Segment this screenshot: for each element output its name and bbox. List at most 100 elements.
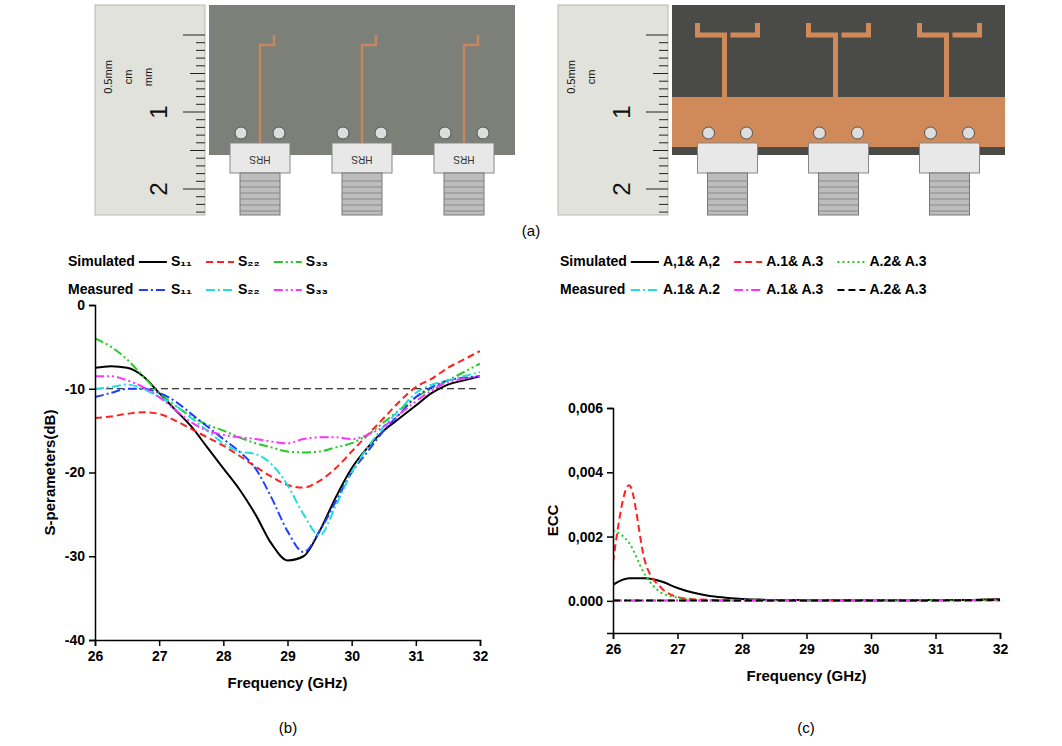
ruler-tick bbox=[659, 142, 668, 143]
ruler-tick bbox=[659, 104, 668, 105]
antenna-trace bbox=[698, 23, 758, 100]
tick: 30 bbox=[344, 640, 360, 664]
axis-line bbox=[89, 306, 96, 641]
ruler-tick bbox=[196, 96, 205, 97]
ruler-number: 1 bbox=[608, 105, 635, 118]
thread bbox=[930, 205, 970, 206]
photo: 120.5mmcm bbox=[558, 5, 1005, 215]
screw bbox=[925, 127, 937, 139]
ruler-number: 1 bbox=[145, 105, 172, 118]
ruler-tick bbox=[653, 150, 668, 151]
ruler-tick bbox=[653, 73, 668, 74]
series-line bbox=[95, 372, 480, 535]
ruler-tick bbox=[196, 127, 205, 128]
tick-label: -30 bbox=[65, 548, 85, 564]
thread bbox=[240, 199, 280, 200]
legend-label: A.2& A.3 bbox=[869, 253, 926, 269]
tick-label: 32 bbox=[473, 648, 489, 664]
tick-label: 27 bbox=[152, 648, 168, 664]
tick: 32 bbox=[993, 633, 1009, 657]
board bbox=[209, 5, 515, 155]
connector-flange bbox=[698, 143, 758, 173]
antenna-trace bbox=[464, 35, 478, 145]
connector-flange bbox=[332, 143, 392, 173]
ruler-tick bbox=[196, 135, 205, 136]
tick-label: 28 bbox=[216, 648, 232, 664]
tick-mark bbox=[89, 472, 95, 474]
tick: 0,004 bbox=[568, 464, 613, 480]
legend-title: Measured bbox=[560, 281, 625, 297]
ruler-tick bbox=[659, 119, 668, 120]
tick-label: 31 bbox=[409, 648, 425, 664]
tick: 28 bbox=[735, 633, 751, 657]
screw bbox=[814, 127, 826, 139]
tick-label: 0.000 bbox=[568, 593, 603, 609]
ruler bbox=[558, 5, 668, 215]
ruler-tick bbox=[190, 150, 205, 151]
y-axis-title: S-perameters(dB) bbox=[41, 410, 58, 536]
tick-mark bbox=[480, 640, 482, 646]
legend-label: A.2& A.3 bbox=[869, 281, 926, 297]
axis: 26272829303132 bbox=[606, 633, 1009, 657]
thread bbox=[930, 199, 970, 200]
axis-line bbox=[607, 409, 614, 634]
ruler-tick bbox=[183, 35, 205, 36]
legend-swatch bbox=[631, 261, 659, 263]
screw bbox=[273, 127, 285, 139]
ruler-tick bbox=[659, 196, 668, 197]
ruler-unit: cm bbox=[122, 70, 134, 85]
tick: -20 bbox=[65, 464, 95, 480]
chart: 26272829303132-40-30-20-100Frequency (GH… bbox=[41, 253, 489, 691]
tick-mark bbox=[607, 408, 613, 410]
ruler-tick bbox=[659, 127, 668, 128]
connector-barrel bbox=[444, 173, 484, 215]
thread bbox=[819, 193, 859, 194]
thread bbox=[240, 193, 280, 194]
legend-label: A.1& A.3 bbox=[766, 253, 823, 269]
panel-label: (a) bbox=[522, 222, 540, 239]
tick-label: 26 bbox=[88, 648, 104, 664]
plot-area bbox=[95, 339, 480, 561]
ruler-number: 2 bbox=[608, 182, 635, 195]
tick-label: 28 bbox=[735, 641, 751, 657]
thread bbox=[930, 187, 970, 188]
tick-label: -20 bbox=[65, 464, 85, 480]
ruler-tick bbox=[196, 142, 205, 143]
thread bbox=[819, 205, 859, 206]
thread bbox=[444, 205, 484, 206]
tick-mark bbox=[159, 640, 161, 646]
tick: 27 bbox=[670, 633, 686, 657]
tick: 31 bbox=[409, 640, 425, 664]
antenna-trace bbox=[920, 23, 980, 100]
legend-label: S₃₃ bbox=[306, 281, 328, 297]
series-line bbox=[613, 485, 1000, 600]
ruler-tick bbox=[659, 204, 668, 205]
ruler-tick bbox=[646, 112, 668, 113]
ruler-tick bbox=[659, 181, 668, 182]
connector-barrel bbox=[708, 173, 748, 215]
screw bbox=[741, 127, 753, 139]
connector-barrel bbox=[930, 173, 970, 215]
legend-title: Measured bbox=[68, 281, 133, 297]
ruler-tick bbox=[196, 119, 205, 120]
legend-swatch bbox=[139, 261, 167, 263]
tick: 0,006 bbox=[568, 400, 613, 416]
screw bbox=[703, 127, 715, 139]
legend-label: S₁₁ bbox=[171, 253, 192, 269]
thread bbox=[240, 187, 280, 188]
thread bbox=[342, 211, 382, 212]
thread bbox=[819, 211, 859, 212]
connector-label: HRS bbox=[351, 154, 372, 165]
tick-mark bbox=[89, 305, 95, 307]
legend-swatch bbox=[274, 261, 302, 263]
tick-label: 26 bbox=[606, 641, 622, 657]
tick: 28 bbox=[216, 640, 232, 664]
legend-label: S₂₂ bbox=[238, 281, 260, 297]
thread bbox=[444, 193, 484, 194]
connector-label: HRS bbox=[453, 154, 474, 165]
ruler-tick bbox=[659, 165, 668, 166]
axis: 0.0000,0020,0040,006 bbox=[568, 400, 614, 634]
series-line bbox=[613, 599, 1000, 602]
thread bbox=[240, 205, 280, 206]
tick: 27 bbox=[152, 640, 168, 664]
